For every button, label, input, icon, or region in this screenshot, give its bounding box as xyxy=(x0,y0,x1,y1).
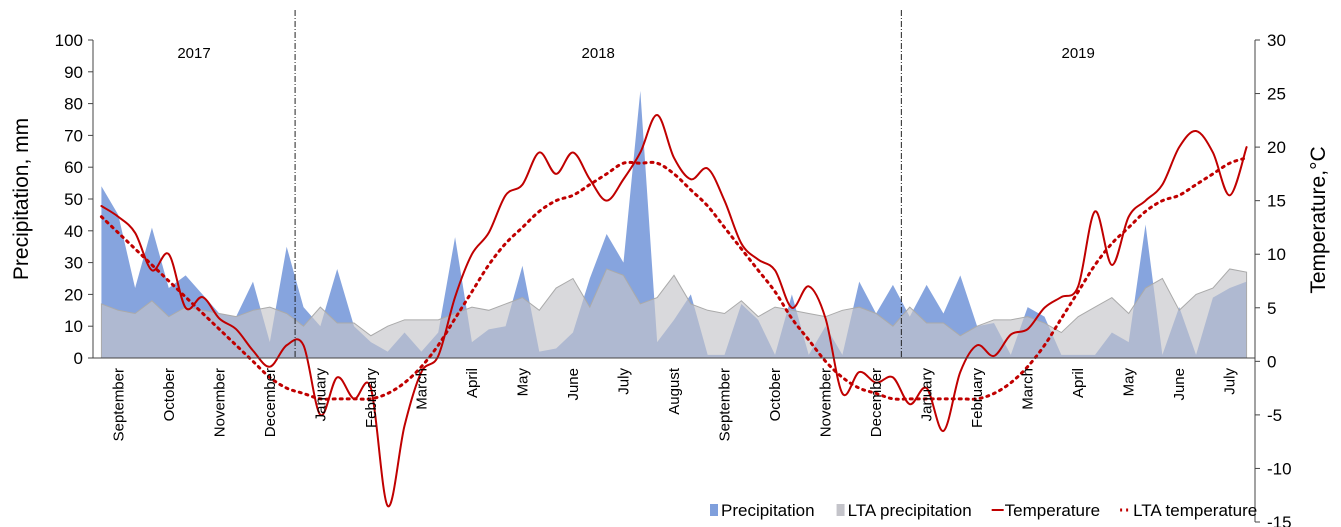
y-axis-label: Precipitation, mm xyxy=(10,118,33,280)
x-tick-label: December xyxy=(868,368,885,437)
x-tick-label: December xyxy=(262,368,279,437)
line xyxy=(100,113,1248,507)
area xyxy=(101,90,1247,358)
x-tick-label: August xyxy=(666,367,683,415)
y2-axis-label: Temperature,°C xyxy=(1307,146,1330,293)
y2-tick-label: 10 xyxy=(1267,245,1286,264)
x-tick-label: January xyxy=(919,368,936,422)
x-tick-label: September xyxy=(717,368,734,441)
x-tick-label: October xyxy=(767,368,784,421)
x-tick-label: April xyxy=(464,368,481,398)
y-tick-label: 100 xyxy=(55,31,83,50)
y-tick-label: 60 xyxy=(64,158,83,177)
legend-label: LTA temperature xyxy=(1133,501,1257,520)
y-tick-label: 30 xyxy=(64,254,83,273)
x-tick-label: February xyxy=(363,368,380,429)
y2-tick-label: -10 xyxy=(1267,459,1292,478)
y2-tick-label: 30 xyxy=(1267,31,1286,50)
x-tick-label: June xyxy=(565,368,582,401)
x-tick-label: September xyxy=(110,368,127,441)
y2-tick-label: 20 xyxy=(1267,138,1286,157)
x-tick-label: November xyxy=(211,368,228,437)
y-tick-label: 20 xyxy=(64,285,83,304)
x-tick-label: October xyxy=(161,368,178,421)
y-tick-label: 80 xyxy=(64,95,83,114)
x-tick-label: May xyxy=(514,368,531,397)
x-tick-label: February xyxy=(969,368,986,429)
x-tick-label: July xyxy=(615,368,632,395)
x-tick-label: June xyxy=(1171,368,1188,401)
area xyxy=(100,268,1248,359)
x-tick-label: July xyxy=(1222,368,1239,395)
y-tick-label: 0 xyxy=(74,349,83,368)
y-tick-label: 50 xyxy=(64,190,83,209)
x-tick-label: April xyxy=(1070,368,1087,398)
x-tick-label: March xyxy=(413,368,430,410)
y2-tick-label: -15 xyxy=(1267,513,1292,527)
legend-label: Temperature xyxy=(1005,501,1100,520)
annotation: 2019 xyxy=(1061,45,1094,62)
x-tick-label: January xyxy=(312,368,329,422)
legend-swatch xyxy=(836,504,845,516)
y2-tick-label: 5 xyxy=(1267,299,1276,318)
line xyxy=(99,156,1249,401)
legend-label: Precipitation xyxy=(721,501,815,520)
y2-tick-label: -5 xyxy=(1267,406,1282,425)
annotation: 2018 xyxy=(582,45,615,62)
y2-tick-label: 25 xyxy=(1267,85,1286,104)
y-tick-label: 40 xyxy=(64,222,83,241)
x-tick-label: November xyxy=(818,368,835,437)
annotation: 2017 xyxy=(177,45,210,62)
x-tick-label: May xyxy=(1121,368,1138,397)
y-tick-label: 70 xyxy=(64,126,83,145)
y2-tick-label: 0 xyxy=(1267,352,1276,371)
x-tick-label: March xyxy=(1020,368,1037,410)
y-tick-label: 10 xyxy=(64,317,83,336)
y2-tick-label: 15 xyxy=(1267,192,1286,211)
y-tick-label: 90 xyxy=(64,63,83,82)
legend-label: LTA precipitation xyxy=(848,501,972,520)
legend-swatch xyxy=(710,504,718,516)
